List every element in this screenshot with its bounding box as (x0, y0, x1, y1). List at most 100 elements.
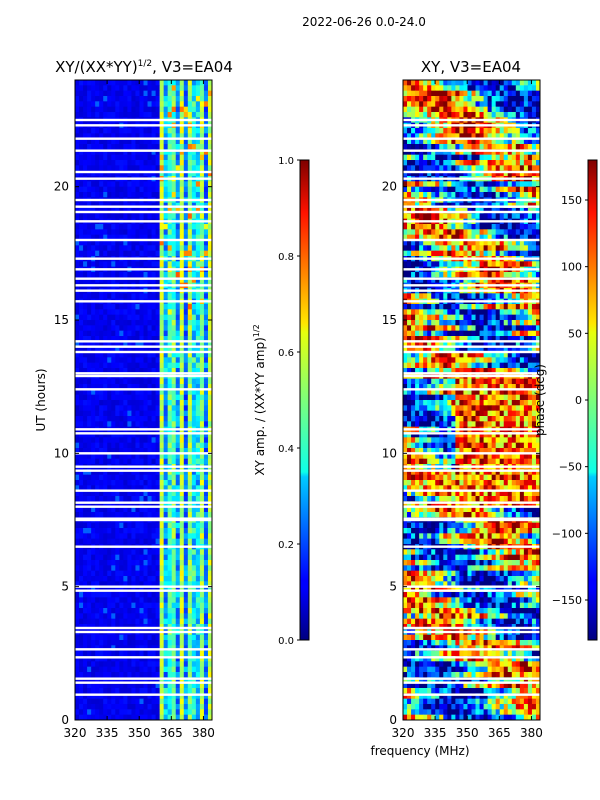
left-heatmap-cell (187, 688, 193, 694)
left-heatmap-cell (151, 650, 156, 657)
right-heatmap-cell (499, 181, 505, 188)
left-heatmap-cell (151, 602, 156, 609)
left-heatmap-cell (147, 490, 152, 497)
left-heatmap-cell (131, 160, 136, 166)
right-heatmap-cell (427, 170, 432, 177)
left-heatmap-cell (87, 448, 92, 454)
left-heatmap-cell (163, 133, 169, 140)
left-heatmap-cell (187, 698, 193, 705)
left-heatmap-cell (155, 394, 161, 401)
left-heatmap-cell (91, 608, 96, 614)
right-heatmap-cell (427, 165, 432, 172)
left-data-gap (75, 388, 212, 391)
left-heatmap-cell (139, 224, 144, 230)
left-heatmap-cell (207, 458, 213, 465)
right-heatmap-cell (403, 133, 408, 140)
left-y-axis-label: UT (hours) (34, 368, 48, 431)
right-heatmap-cell (403, 106, 408, 113)
left-heatmap-cell (75, 277, 80, 284)
left-heatmap-cell (79, 661, 84, 668)
right-heatmap-cell (435, 160, 440, 166)
left-heatmap-cell (123, 213, 128, 220)
left-heatmap-cell (147, 496, 152, 502)
left-heatmap-cell (123, 528, 128, 534)
right-heatmap-cell (415, 101, 420, 108)
right-heatmap-cell (455, 133, 460, 140)
right-heatmap-cell (419, 192, 424, 198)
left-data-gap (75, 268, 212, 271)
left-heatmap-cell (79, 581, 84, 588)
left-data-gap (75, 681, 212, 684)
left-heatmap-cell (159, 224, 165, 230)
right-heatmap-cell (431, 85, 436, 92)
left-heatmap-cell (139, 181, 144, 188)
left-heatmap-cell (107, 378, 112, 385)
right-heatmap-cell (415, 144, 420, 150)
left-heatmap-cell (115, 224, 120, 230)
left-heatmap-cell (163, 336, 169, 342)
left-heatmap-cell (195, 261, 201, 268)
left-heatmap-cell (195, 448, 201, 454)
left-heatmap-cell (159, 469, 165, 476)
left-heatmap-cell (83, 85, 88, 92)
left-heatmap-cell (167, 90, 173, 97)
left-heatmap-cell (199, 101, 205, 108)
left-heatmap-cell (183, 144, 189, 150)
right-heatmap-cell (451, 144, 456, 150)
left-heatmap-cell (87, 309, 92, 316)
right-heatmap-cell (487, 165, 493, 172)
left-heatmap-cell (183, 592, 189, 598)
left-heatmap-cell (187, 192, 193, 198)
right-heatmap-cell (475, 85, 480, 92)
right-heatmap-cell (471, 85, 476, 92)
left-heatmap-cell (91, 554, 96, 561)
left-heatmap-cell (183, 442, 189, 449)
left-heatmap-cell (175, 261, 181, 268)
left-data-gap (75, 177, 212, 180)
left-heatmap-cell (75, 304, 80, 310)
left-heatmap-cell (171, 394, 177, 401)
left-heatmap-cell (107, 565, 112, 572)
right-heatmap-cell (451, 112, 456, 118)
left-heatmap-cell (95, 229, 100, 236)
left-heatmap-cell (103, 181, 108, 188)
left-heatmap-cell (187, 352, 193, 358)
left-heatmap-cell (147, 186, 152, 193)
right-panel-title: XY, V3=EA04 (421, 58, 521, 76)
left-heatmap-cell (79, 528, 84, 534)
right-heatmap-cell (423, 192, 428, 198)
left-heatmap-cell (207, 368, 213, 374)
left-heatmap-cell (147, 661, 152, 668)
left-heatmap-cell (143, 245, 148, 252)
left-heatmap-cell (151, 453, 156, 460)
left-heatmap-cell (207, 384, 213, 390)
left-heatmap-cell (139, 661, 144, 668)
left-heatmap-cell (131, 133, 136, 140)
left-heatmap-cell (123, 469, 128, 476)
right-heatmap-cell (491, 170, 497, 177)
left-heatmap-cell (207, 597, 213, 604)
left-heatmap-cell (195, 362, 201, 369)
left-heatmap-cell (131, 314, 136, 321)
right-heatmap-cell (407, 181, 412, 188)
right-heatmap-cell (531, 96, 537, 102)
left-heatmap-cell (167, 474, 173, 481)
left-heatmap-cell (87, 458, 92, 465)
left-heatmap-cell (207, 213, 213, 220)
left-heatmap-cell (83, 224, 88, 230)
left-heatmap-cell (139, 554, 144, 561)
left-heatmap-cell (83, 250, 88, 257)
right-heatmap-cell (527, 170, 533, 177)
left-heatmap-cell (191, 277, 197, 284)
left-heatmap-cell (195, 368, 201, 374)
left-heatmap-cell (131, 240, 136, 246)
left-heatmap-cell (83, 133, 88, 140)
right-heatmap-cell (431, 106, 436, 113)
left-heatmap-cell (107, 410, 112, 417)
right-heatmap-cell (463, 80, 468, 86)
left-heatmap-cell (171, 656, 177, 662)
left-heatmap-cell (199, 192, 205, 198)
right-heatmap-cell (431, 186, 436, 193)
right-heatmap-cell (531, 85, 537, 92)
left-heatmap-cell (91, 672, 96, 678)
